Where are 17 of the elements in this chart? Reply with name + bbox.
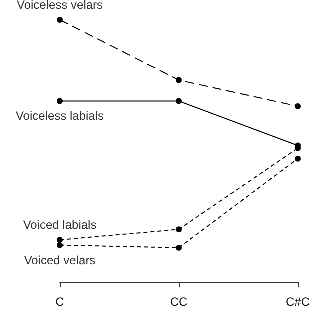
point — [295, 103, 301, 110]
series-label: Voiceless labials — [16, 109, 104, 124]
point — [57, 242, 63, 248]
series-label: Voiceless velars — [16, 0, 104, 12]
series-label: Voiced velars — [24, 253, 96, 268]
point — [295, 156, 301, 162]
x-tick-label: C#C — [286, 295, 310, 309]
point — [57, 98, 63, 104]
point — [57, 17, 63, 23]
point — [176, 244, 182, 251]
x-tick-label: CC — [170, 295, 188, 309]
series-label: Voiced labials — [23, 218, 97, 232]
x-tick-label: C — [56, 295, 65, 309]
point — [176, 77, 182, 84]
point — [57, 237, 63, 244]
point — [176, 226, 182, 233]
point — [176, 98, 182, 104]
